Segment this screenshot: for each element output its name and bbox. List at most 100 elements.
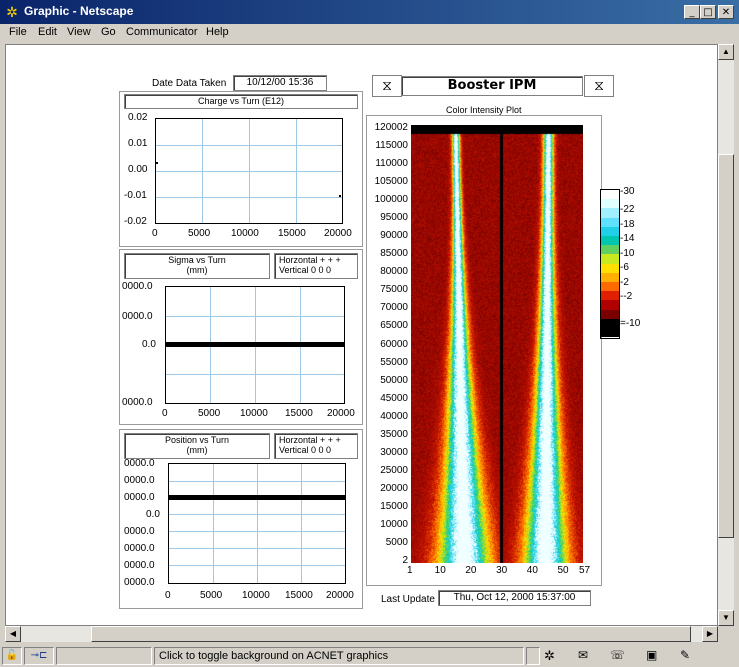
scroll-down-button[interactable]: ▼ — [718, 610, 734, 626]
ipm-ytick: 110000 — [375, 158, 408, 170]
scroll-left-button[interactable]: ◀ — [5, 626, 21, 642]
sigma-ytick: 0000.0 — [122, 311, 153, 322]
color-scale-label: -14 — [620, 233, 635, 244]
position-panel: Position vs Turn (mm) Horzontal + + + Ve… — [119, 429, 363, 609]
color-scale-swatch — [601, 309, 619, 319]
position-ytick: 0000.0 — [124, 560, 155, 571]
ipm-frame — [366, 115, 602, 586]
maximize-button[interactable]: □ — [700, 5, 716, 19]
status-divider — [526, 647, 540, 665]
ipm-ytick: 65000 — [380, 320, 408, 332]
ipm-ytick: 80000 — [380, 266, 408, 278]
color-scale-swatch — [601, 282, 619, 292]
sigma-xtick: 20000 — [327, 408, 355, 419]
position-ytick: 0000.0 — [124, 492, 155, 503]
charge-point-end — [339, 195, 341, 197]
sigma-title-box: Sigma vs Turn (mm) — [124, 253, 270, 279]
menu-go[interactable]: Go — [101, 26, 116, 38]
sigma-legend-vertical: Vertical 0 0 0 — [279, 265, 332, 275]
ipm-xtick: 20 — [465, 565, 477, 576]
horizontal-scrollbar[interactable]: ◀ ▶ — [5, 626, 718, 642]
charge-ytick: -0.01 — [124, 190, 147, 201]
charge-xtick: 5000 — [188, 228, 211, 239]
ipm-ytick: 95000 — [380, 212, 408, 224]
sigma-xtick: 5000 — [198, 408, 221, 419]
ipm-heatmap — [411, 125, 583, 563]
mail-icon[interactable]: ✉ — [578, 648, 589, 662]
progress-bar — [56, 647, 152, 665]
menu-edit[interactable]: Edit — [38, 26, 57, 38]
ipm-ytick: 30000 — [380, 446, 408, 458]
color-scale-swatch — [601, 226, 619, 236]
color-scale-swatch — [601, 208, 619, 218]
charge-title: Charge vs Turn (E12) — [124, 94, 358, 109]
ipm-ytick: 105000 — [374, 176, 408, 188]
sigma-ytick: 0.0 — [142, 339, 156, 350]
position-plot — [168, 463, 346, 584]
charge-ytick: 0.00 — [128, 164, 148, 175]
discussions-icon[interactable]: ☏ — [610, 648, 626, 662]
color-scale-swatch — [601, 245, 619, 255]
menu-help[interactable]: Help — [206, 26, 229, 38]
last-update-value: Thu, Oct 12, 2000 15:37:00 — [438, 590, 591, 606]
charge-plot — [155, 118, 343, 224]
position-xtick: 5000 — [200, 590, 223, 601]
color-scale-label: -30 — [620, 186, 635, 197]
date-taken-label: Date Data Taken — [152, 78, 227, 89]
composer-icon[interactable]: ▣ — [646, 648, 658, 662]
title-bar: ✲ Graphic - Netscape _ □ ✕ — [0, 0, 739, 24]
color-scale-label: -2 — [620, 276, 629, 288]
ipm-ytick: 15000 — [380, 500, 408, 512]
sigma-data-line — [166, 342, 344, 347]
ipm-xtick: 40 — [526, 565, 538, 576]
ipm-heatmap-canvas — [411, 125, 583, 563]
ipm-ytick: 25000 — [380, 464, 408, 476]
security-lock-icon[interactable]: 🔓 — [2, 647, 22, 665]
color-scale-swatch — [601, 263, 619, 273]
position-ytick: 0000.0 — [124, 543, 155, 554]
vertical-scroll-thumb[interactable] — [718, 154, 734, 538]
status-bar: 🔓 ⊸⊏ Click to toggle background on ACNET… — [0, 645, 739, 667]
edit-pen-icon[interactable]: ✎ — [680, 648, 691, 662]
ipm-panel: Color Intensity Plot 120002 115000 110000 1… — [366, 99, 602, 587]
prev-arrow-button[interactable]: ⧖ — [372, 75, 402, 97]
position-title-box: Position vs Turn (mm) — [124, 433, 270, 459]
color-scale-label: -6 — [620, 262, 629, 273]
position-legend: Horzontal + + + Vertical 0 0 0 — [274, 433, 358, 459]
position-ytick: 0000.0 — [124, 475, 155, 486]
horizontal-scroll-thumb[interactable] — [91, 626, 691, 642]
sigma-legend: Horzontal + + + Vertical 0 0 0 — [274, 253, 358, 279]
charge-panel: Charge vs Turn (E12) 0.02 0.01 0.00 -0.0… — [119, 91, 363, 247]
color-scale-label: -18 — [620, 218, 635, 230]
navigator-icon[interactable]: ✲ — [544, 648, 555, 663]
menu-view[interactable]: View — [67, 26, 91, 38]
ipm-ytick: 55000 — [380, 356, 408, 368]
menu-communicator[interactable]: Communicator — [126, 26, 198, 38]
color-scale-label: =-10 — [620, 318, 641, 329]
color-scale-swatch — [601, 254, 619, 264]
color-scale-label: -10 — [620, 247, 635, 259]
menu-file[interactable]: File — [9, 26, 27, 38]
ipm-ytick: 75000 — [380, 284, 408, 296]
ipm-ytick: 40000 — [380, 410, 408, 422]
next-arrow-button[interactable]: ⧖ — [584, 75, 614, 97]
scroll-up-button[interactable]: ▲ — [718, 44, 734, 60]
last-update-label: Last Update — [381, 594, 435, 605]
ipm-ytick: 85000 — [380, 248, 408, 260]
page-content: Date Data Taken 10/12/00 15:36 Charge vs… — [5, 44, 718, 626]
vertical-scrollbar[interactable]: ▲ ▼ — [718, 44, 734, 626]
close-button[interactable]: ✕ — [718, 5, 734, 19]
charge-xtick: 10000 — [231, 228, 259, 239]
ipm-xtick: 10 — [434, 565, 446, 576]
ipm-ytick: 100000 — [374, 194, 408, 206]
scroll-right-button[interactable]: ▶ — [702, 626, 718, 642]
ipm-ytick: 2 — [402, 555, 408, 566]
window-title: Graphic - Netscape — [24, 4, 134, 18]
sigma-xtick: 10000 — [240, 408, 268, 419]
charge-point-start — [156, 162, 158, 164]
booster-ipm-title: Booster IPM — [401, 76, 583, 96]
sigma-ytick: 0000.0 — [122, 397, 153, 408]
ipm-ytick: 5000 — [385, 536, 408, 548]
minimize-button[interactable]: _ — [684, 5, 700, 19]
position-xtick: 10000 — [242, 590, 270, 601]
